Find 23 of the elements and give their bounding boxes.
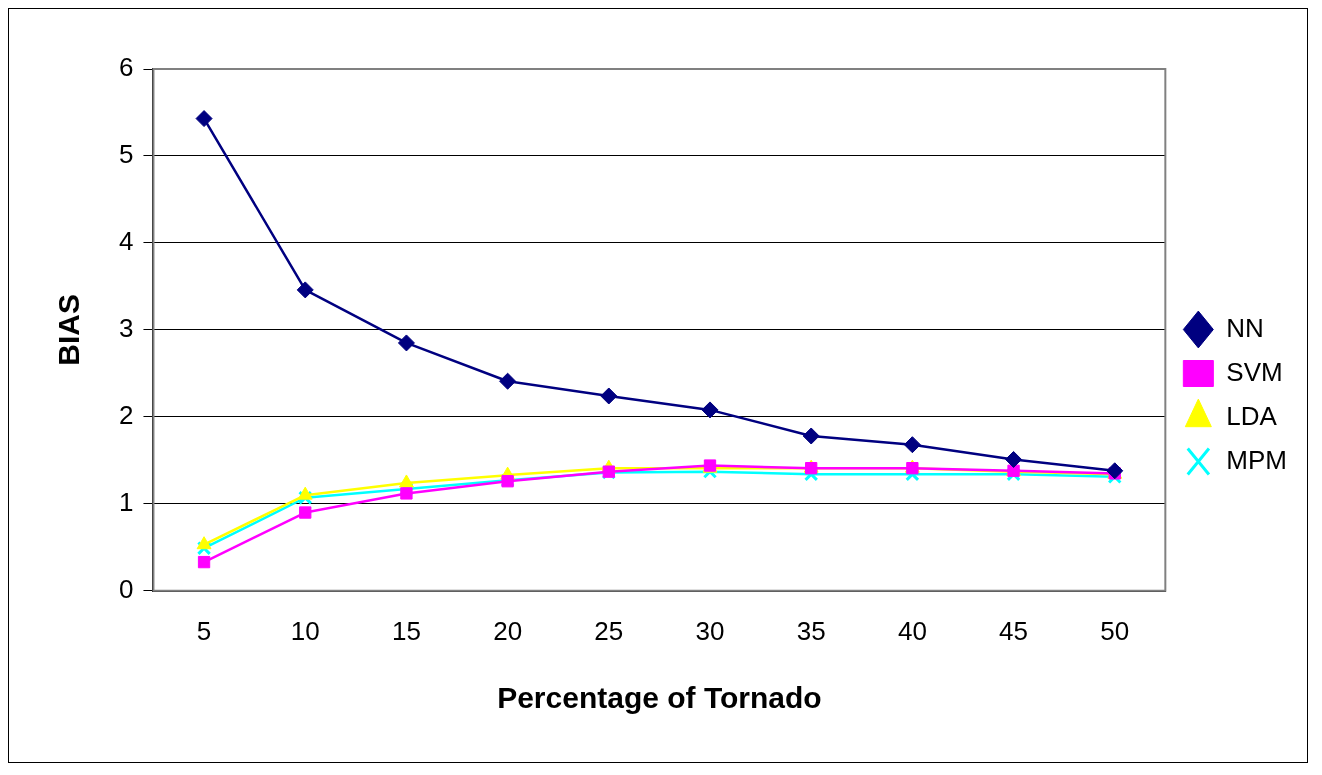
y-tick-label: 0 <box>118 573 134 604</box>
x-tick-label: 30 <box>695 615 725 646</box>
x-tick-label: 35 <box>796 615 826 646</box>
y-tick-label: 2 <box>118 400 134 431</box>
x-tick-label: 10 <box>290 615 320 646</box>
y-tick-label: 3 <box>118 313 134 344</box>
legend-label: NN <box>1226 312 1264 343</box>
legend-label: LDA <box>1226 400 1278 431</box>
x-axis-title: Percentage of Tornado <box>497 681 822 715</box>
x-tick-label: 5 <box>196 615 212 646</box>
x-tick-label: 25 <box>594 615 624 646</box>
y-axis-title: BIAS <box>52 294 86 366</box>
x-tick-label: 45 <box>999 615 1029 646</box>
y-tick-label: 1 <box>118 487 134 518</box>
x-tick-label: 20 <box>493 615 523 646</box>
x-tick-label: 40 <box>897 615 927 646</box>
y-tick-label: 4 <box>118 226 134 257</box>
x-tick-label: 15 <box>391 615 421 646</box>
y-tick-label: 5 <box>118 139 134 170</box>
y-tick-label: 6 <box>118 52 134 83</box>
legend-label: MPM <box>1226 444 1288 475</box>
x-tick-label: 50 <box>1100 615 1130 646</box>
legend-label: SVM <box>1226 356 1283 387</box>
